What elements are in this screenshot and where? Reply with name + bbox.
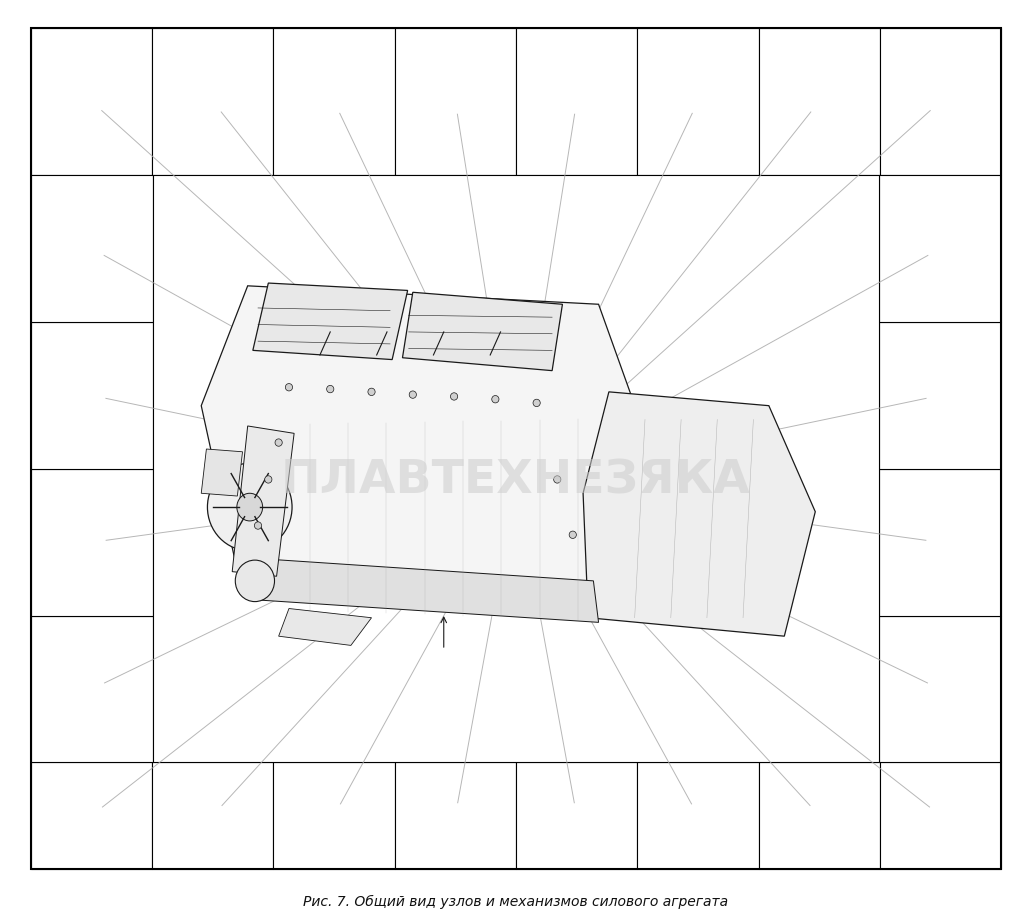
- Bar: [273, 762, 394, 869]
- Bar: [516, 762, 637, 869]
- Ellipse shape: [409, 391, 417, 398]
- Bar: [759, 762, 879, 869]
- Bar: [31, 322, 153, 469]
- Ellipse shape: [554, 476, 561, 483]
- Bar: [153, 175, 879, 762]
- Polygon shape: [253, 283, 408, 360]
- Ellipse shape: [275, 439, 283, 446]
- Polygon shape: [279, 609, 372, 645]
- Bar: [879, 762, 1001, 869]
- Bar: [153, 28, 273, 175]
- Ellipse shape: [285, 384, 293, 391]
- Ellipse shape: [264, 476, 272, 483]
- Ellipse shape: [491, 396, 499, 403]
- Ellipse shape: [533, 399, 541, 407]
- Bar: [879, 175, 1001, 322]
- Polygon shape: [402, 292, 562, 371]
- Bar: [879, 322, 1001, 469]
- Ellipse shape: [570, 531, 577, 538]
- Bar: [759, 28, 879, 175]
- Ellipse shape: [235, 561, 275, 602]
- Ellipse shape: [254, 522, 262, 529]
- Bar: [31, 762, 153, 869]
- Bar: [31, 469, 153, 616]
- Ellipse shape: [450, 393, 458, 400]
- Text: ПЛАВТЕХНЕЗЯКА: ПЛАВТЕХНЕЗЯКА: [281, 459, 751, 503]
- Ellipse shape: [207, 464, 292, 551]
- Polygon shape: [583, 392, 815, 636]
- Polygon shape: [248, 558, 599, 622]
- Bar: [394, 762, 516, 869]
- Bar: [31, 616, 153, 762]
- Bar: [394, 28, 516, 175]
- Bar: [637, 762, 759, 869]
- Bar: [516, 28, 637, 175]
- Polygon shape: [201, 286, 640, 618]
- Bar: [637, 28, 759, 175]
- Bar: [879, 616, 1001, 762]
- Bar: [153, 762, 273, 869]
- Bar: [31, 28, 153, 175]
- Polygon shape: [201, 449, 243, 496]
- Bar: [31, 175, 153, 322]
- Ellipse shape: [236, 493, 262, 521]
- Bar: [879, 469, 1001, 616]
- Bar: [879, 28, 1001, 175]
- Bar: [273, 28, 394, 175]
- Ellipse shape: [326, 385, 334, 393]
- Text: Рис. 7. Общий вид узлов и механизмов силового агрегата: Рис. 7. Общий вид узлов и механизмов сил…: [303, 894, 729, 909]
- Ellipse shape: [367, 388, 376, 396]
- Polygon shape: [232, 426, 294, 576]
